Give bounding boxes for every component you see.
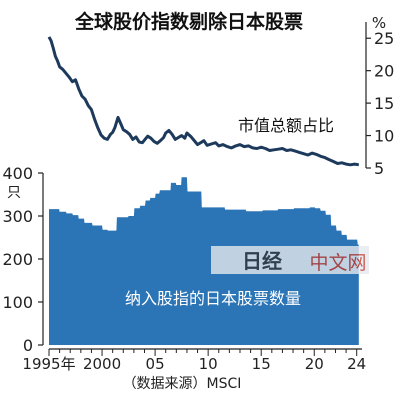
x-axis-tick-label: 2000: [83, 355, 121, 373]
x-axis-tick-label: 20: [305, 355, 324, 373]
line-series-label: 市值总额占比: [238, 116, 334, 135]
x-axis-tick-label: 1995年: [22, 355, 75, 373]
nikkei-watermark-logo: 日经 中文网: [211, 246, 369, 274]
right-axis-tick-label: 10: [374, 127, 394, 146]
market-cap-share-line: [47, 36, 360, 167]
watermark-brand: 日经: [242, 249, 282, 273]
x-axis-tick-label: 10: [199, 355, 218, 373]
area-series-label: 纳入股指的日本股票数量: [125, 289, 301, 308]
right-axis-tick-label: 5: [374, 159, 384, 178]
x-axis-tick-label: 24: [347, 355, 366, 373]
x-axis-tick-label: 05: [146, 355, 165, 373]
left-axis-unit: 只: [7, 185, 21, 201]
right-axis-unit: %: [372, 14, 386, 32]
right-axis-tick-label: 20: [374, 62, 394, 81]
right-axis-tick-label: 25: [374, 29, 394, 48]
stock-count-area: [49, 177, 359, 345]
line-chart: [47, 36, 360, 167]
left-axis-tick-label: 0: [23, 336, 33, 355]
source-note: （数据来源）MSCI: [123, 376, 242, 392]
left-axis-tick-label: 400: [2, 164, 33, 183]
area-chart: [49, 177, 359, 345]
left-axis-tick-label: 200: [2, 250, 33, 269]
watermark-text: 中文网: [309, 252, 366, 274]
left-axis-tick-label: 300: [2, 207, 33, 226]
right-axis-tick-label: 15: [374, 94, 394, 113]
chart-title: 全球股价指数剔除日本股票: [74, 10, 303, 33]
axes: 5 10 15 20 25 0 100 200 300 400 1995年 2000 05 10 15 20 2…: [2, 22, 394, 373]
x-axis-tick-label: 15: [252, 355, 271, 373]
left-axis-tick-label: 100: [2, 293, 33, 312]
